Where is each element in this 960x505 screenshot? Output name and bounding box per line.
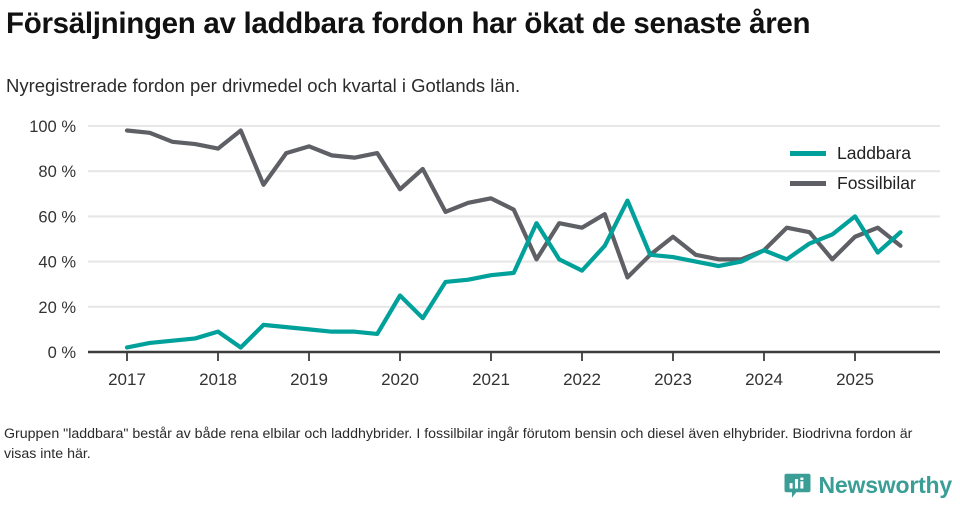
x-tick-label: 2022: [563, 370, 601, 389]
x-tick-label: 2018: [199, 370, 237, 389]
x-axis-ticks: [126, 352, 856, 361]
bar-chart-bubble-icon: [784, 473, 811, 498]
series-line-fossilbilar: [124, 128, 903, 280]
chart-container: 0 % 20 % 40 % 60 % 80 % 100 % 2017 2018 2019 202…: [0, 110, 960, 395]
y-tick-label: 0 %: [48, 344, 77, 362]
legend-label-laddbara: Laddbara: [837, 142, 911, 163]
x-tick-label: 2020: [381, 370, 419, 389]
legend-swatch-laddbara: [790, 150, 826, 156]
x-tick-label: 2024: [745, 370, 783, 389]
y-tick-label: 80 %: [38, 163, 76, 181]
legend-item-fossilbilar[interactable]: Fossilbilar: [790, 168, 960, 198]
x-tick-label: 2025: [836, 370, 874, 389]
x-tick-label: 2023: [654, 370, 692, 389]
chart-legend: Laddbara Fossilbilar: [790, 138, 960, 198]
legend-swatch-fossilbilar: [790, 180, 826, 186]
x-axis-tick-labels: 2017 2018 2019 2020 2021 2022 2023 2024 2025: [108, 370, 874, 389]
x-tick-label: 2019: [290, 370, 328, 389]
brand-name: Newsworthy: [818, 471, 953, 498]
line-chart: 0 % 20 % 40 % 60 % 80 % 100 % 2017 2018 2019 202…: [29, 118, 940, 389]
x-tick-label: 2017: [108, 370, 146, 389]
y-axis-tick-labels: 0 % 20 % 40 % 60 % 80 % 100 %: [29, 118, 76, 362]
brand-logo[interactable]: Newsworthy: [784, 470, 952, 500]
y-tick-label: 40 %: [38, 254, 76, 272]
legend-label-fossilbilar: Fossilbilar: [837, 172, 916, 193]
y-tick-label: 20 %: [38, 299, 76, 317]
page-title: Försäljningen av laddbara fordon har öka…: [6, 7, 811, 40]
series-lines: [124, 128, 903, 350]
legend-item-laddbara[interactable]: Laddbara: [790, 138, 960, 168]
page-subtitle: Nyregistrerade fordon per drivmedel och …: [6, 75, 521, 96]
chart-footnote: Gruppen "laddbara" består av både rena e…: [4, 426, 913, 462]
x-tick-label: 2021: [472, 370, 510, 389]
series-line-laddbara: [124, 198, 903, 350]
y-tick-label: 60 %: [38, 208, 76, 226]
y-tick-label: 100 %: [29, 118, 76, 136]
gridlines: [88, 124, 940, 354]
